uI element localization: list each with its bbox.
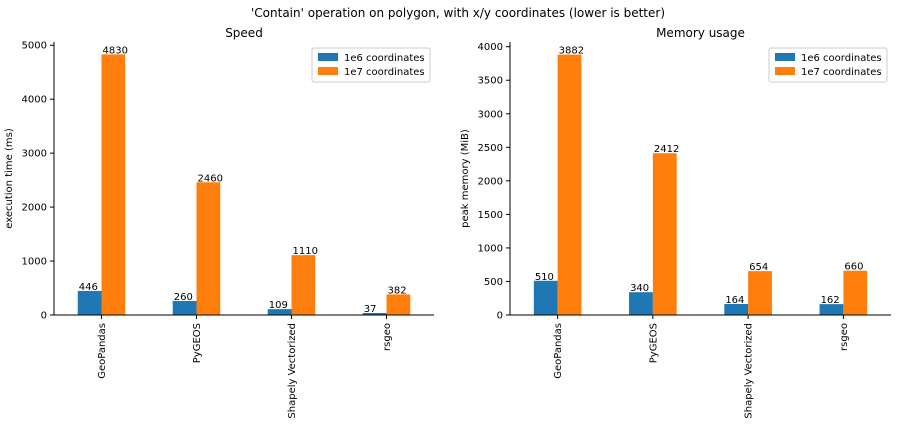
bar-1e7 — [557, 54, 582, 315]
x-tick-label: PyGEOS — [192, 323, 203, 363]
data-label: 37 — [364, 304, 377, 315]
y-tick-label: 4000 — [22, 95, 47, 106]
y-tick-label: 4000 — [478, 42, 503, 53]
bar-1e6 — [172, 300, 197, 315]
data-label: 4830 — [103, 45, 128, 56]
bar-1e6 — [362, 313, 387, 315]
data-label: 109 — [269, 300, 288, 311]
figure-suptitle: 'Contain' operation on polygon, with x/y… — [251, 6, 665, 20]
chart-title: Speed — [225, 26, 263, 40]
y-tick-label: 3000 — [478, 109, 503, 120]
y-tick-label: 500 — [484, 277, 503, 288]
y-tick-label: 1500 — [478, 210, 503, 221]
x-tick-label: rsgeo — [382, 323, 393, 351]
y-tick-label: 1000 — [478, 243, 503, 254]
data-label: 510 — [535, 272, 554, 283]
data-label: 382 — [388, 285, 407, 296]
bar-1e7 — [652, 153, 677, 315]
data-label: 660 — [844, 262, 863, 273]
y-axis-label: peak memory (MiB) — [460, 129, 471, 228]
x-tick-label: rsgeo — [839, 323, 850, 351]
y-tick-label: 2000 — [22, 203, 47, 214]
legend-label: 1e6 coordinates — [801, 53, 882, 64]
bar-1e7 — [291, 255, 316, 315]
bar-1e6 — [819, 304, 844, 315]
bar-1e6 — [629, 292, 653, 315]
y-axis-label: execution time (ms) — [4, 128, 15, 229]
legend-label: 1e6 coordinates — [344, 53, 425, 64]
bar-1e6 — [533, 280, 558, 315]
data-label: 260 — [174, 292, 193, 303]
y-tick-label: 3500 — [478, 76, 503, 87]
y-tick-label: 2000 — [478, 176, 503, 187]
chart-speed: Speed execution time (ms) 446 4830 GeoPandas… — [4, 26, 434, 419]
legend-box — [311, 47, 431, 83]
data-label: 446 — [79, 282, 98, 293]
legend: 1e6 coordinates 1e7 coordinates — [768, 47, 888, 83]
data-label: 164 — [725, 295, 744, 306]
legend-box — [768, 47, 888, 83]
bar-1e7 — [196, 182, 221, 315]
x-tick-label: Shapely Vectorized — [744, 323, 755, 419]
bar-1e7 — [101, 54, 126, 316]
y-tick-label: 0 — [41, 311, 47, 322]
legend-label: 1e7 coordinates — [801, 67, 882, 78]
x-tick-label: PyGEOS — [648, 323, 659, 363]
data-label: 340 — [630, 283, 649, 294]
bar-1e6 — [267, 309, 292, 315]
y-tick-label: 5000 — [22, 41, 47, 52]
y-tick-label: 1000 — [22, 257, 47, 268]
chart-memory: Memory usage peak memory (MiB) 510 3882 GeoP… — [460, 26, 891, 419]
data-label: 1110 — [293, 246, 318, 257]
data-label: 2460 — [198, 173, 223, 184]
bar-1e6 — [77, 290, 102, 315]
data-label: 162 — [821, 295, 840, 306]
legend-swatch-1e6 — [775, 53, 795, 61]
x-tick-label: GeoPandas — [97, 323, 108, 379]
legend-swatch-1e7 — [775, 67, 795, 75]
bar-1e6 — [724, 303, 749, 315]
bar-1e7 — [386, 294, 411, 315]
legend-label: 1e7 coordinates — [344, 67, 425, 78]
legend-swatch-1e6 — [318, 53, 338, 61]
x-tick-label: Shapely Vectorized — [287, 323, 298, 419]
y-tick-label: 3000 — [22, 149, 47, 160]
data-label: 654 — [749, 262, 768, 273]
bar-1e7 — [843, 270, 868, 315]
data-label: 3882 — [559, 46, 584, 57]
y-tick-label: 0 — [497, 311, 503, 322]
data-label: 2412 — [654, 144, 679, 155]
chart-title: Memory usage — [656, 26, 745, 40]
y-tick-label: 2500 — [478, 143, 503, 154]
bar-1e7 — [748, 271, 772, 315]
x-tick-label: GeoPandas — [553, 323, 564, 379]
legend: 1e6 coordinates 1e7 coordinates — [311, 47, 431, 83]
legend-swatch-1e7 — [318, 67, 338, 75]
